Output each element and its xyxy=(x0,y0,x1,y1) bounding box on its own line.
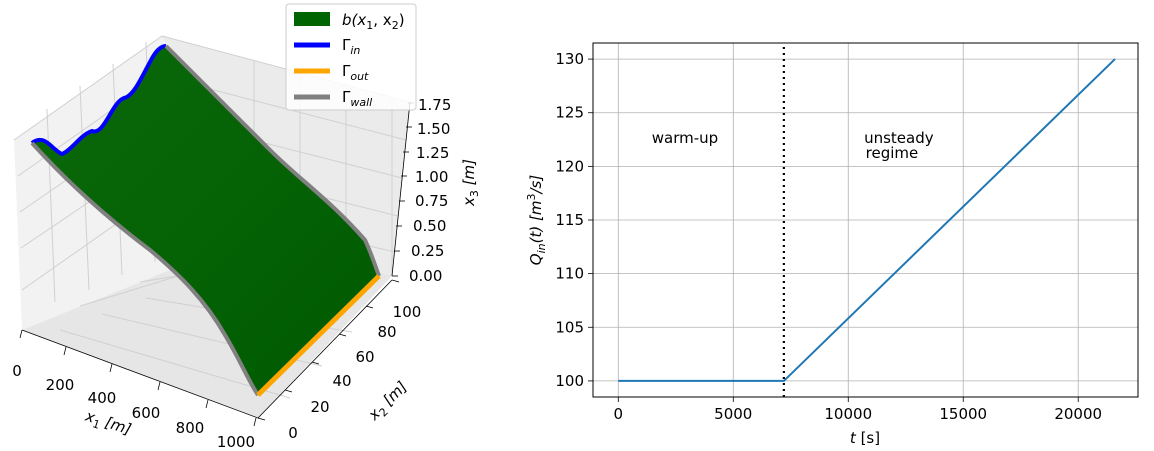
x-tick-label: 600 xyxy=(132,404,161,422)
legend-label-surface: b(x1, x2) xyxy=(342,11,405,32)
y-tick-label: 100 xyxy=(393,303,422,321)
y-tick-label: 60 xyxy=(355,348,374,366)
annotation-text: warm-up xyxy=(652,129,718,147)
outflow-boundary xyxy=(256,274,381,397)
y-tick-label: 110 xyxy=(555,265,584,283)
x-tick-label: 0 xyxy=(12,362,22,380)
y-tick-label: 0 xyxy=(288,424,298,442)
y-tick-label: 120 xyxy=(555,157,584,175)
y-axis-label: Qin(t) [m3/s] xyxy=(525,175,548,266)
legend: b(x1, x2) Γin Γout Γwall xyxy=(285,3,417,111)
z-tick-label: 0.00 xyxy=(409,267,442,285)
x-tick-label: 400 xyxy=(88,389,117,407)
x-tick-label: 10000 xyxy=(824,405,872,423)
y-tick-label: 40 xyxy=(332,372,351,390)
z-tick-label: 0.50 xyxy=(413,217,446,235)
y-axis-line xyxy=(257,279,393,419)
legend-swatch-surface xyxy=(294,12,330,26)
y-tick-label: 80 xyxy=(377,323,396,341)
z-tick-label: 1.50 xyxy=(417,120,450,138)
wall-boundary-top xyxy=(164,44,381,277)
z-axis-line xyxy=(391,101,411,277)
y-axis-label: x2 [m] xyxy=(364,378,413,427)
x-axis-label: t [s]​ xyxy=(850,429,880,447)
y-tick-label: 20 xyxy=(310,398,329,416)
surface-plot: 0 200 400 600 800 1000 0 20 40 60 80 100 xyxy=(12,3,481,451)
x-tick-label: 15000 xyxy=(939,405,987,423)
x-tick-label: 200 xyxy=(46,376,75,394)
legend-frame xyxy=(285,3,417,111)
z-tick-label: 1.75 xyxy=(418,96,451,114)
inflow-boundary xyxy=(30,44,167,157)
legend-label-wall: Γwall xyxy=(342,88,372,109)
x-tick-label: 5000 xyxy=(714,405,752,423)
x-axis-label: x1 [m] xyxy=(81,407,133,442)
wall-boundary-bottom xyxy=(30,141,260,397)
legend-label-outflow: Γout xyxy=(342,62,369,83)
tick-layer: 0 5000 10000 15000 20000 100 105 110 115 120 125 13… xyxy=(555,50,1102,423)
z-tick-label: 0.25 xyxy=(411,242,444,260)
grid xyxy=(593,43,1138,397)
z-axis-label: x3 [m] xyxy=(460,159,481,207)
y-tick-label: 125 xyxy=(555,104,584,122)
annotation-text: unsteady xyxy=(864,129,934,147)
y-tick-label: 130 xyxy=(555,50,584,68)
x-axis-line xyxy=(21,329,259,419)
legend-label-inflow: Γin xyxy=(342,36,360,57)
z-tick-label: 1.25 xyxy=(416,144,449,162)
y-tick-label: 115 xyxy=(555,211,584,229)
y-tick-label: 100 xyxy=(555,372,584,390)
x-tick-label: 20000 xyxy=(1054,405,1102,423)
z-tick-label: 0.75 xyxy=(415,192,448,210)
x-tick-label: 1000 xyxy=(217,433,255,451)
x-tick-label: 0 xyxy=(614,405,624,423)
x-tick-marks xyxy=(19,329,257,427)
y-tick-marks xyxy=(257,279,400,421)
line-chart: 0 5000 10000 15000 20000 100 105 110 115 120 125 13… xyxy=(525,42,1139,447)
inflow-series-line xyxy=(618,58,1116,382)
y-tick-label: 105 xyxy=(555,318,584,336)
x-tick-label: 800 xyxy=(176,419,205,437)
z-tick-label: 1.00 xyxy=(415,168,448,186)
series-layer xyxy=(618,43,1116,397)
annotation-text: regime xyxy=(866,144,919,162)
